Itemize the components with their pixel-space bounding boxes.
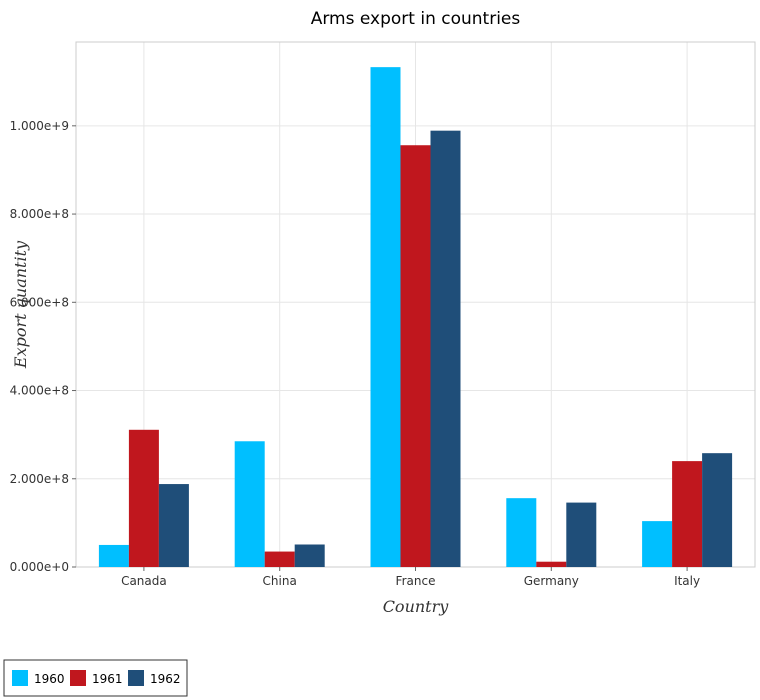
legend-swatch-1960: [12, 670, 28, 686]
x-tick-label: China: [263, 574, 297, 588]
legend-swatch-1962: [128, 670, 144, 686]
x-ticks: Canada China France Germany Italy: [121, 567, 700, 588]
legend-box: [3, 659, 188, 697]
legend-label-1962: 1962: [150, 672, 181, 686]
x-tick-label: France: [396, 574, 436, 588]
bar-1962-italy: [702, 453, 733, 567]
y-tick-label: 0.000e+0: [10, 560, 69, 574]
y-tick-label: 4.000e+8: [10, 384, 69, 398]
y-ticks: 0.000e+0 2.000e+8 4.000e+8 6.000e+8 8.000e+8…: [10, 119, 76, 574]
bar-1962-canada: [158, 484, 189, 567]
x-axis-label: Country: [383, 597, 450, 616]
chart-title: Arms export in countries: [311, 9, 521, 29]
bar-1961-china: [264, 551, 295, 567]
bar-1960-canada: [98, 544, 129, 567]
bar-1962-germany: [566, 502, 597, 567]
bar-1961-canada: [128, 429, 159, 567]
bar-1960-germany: [506, 498, 537, 567]
bar-1961-france: [400, 145, 431, 567]
legend-swatch-1961: [70, 670, 86, 686]
bar-1960-france: [370, 67, 401, 567]
bars-group: [98, 67, 733, 568]
bar-1960-italy: [642, 521, 673, 567]
x-tick-label: Italy: [674, 574, 700, 588]
y-tick-label: 8.000e+8: [10, 207, 69, 221]
x-tick-label: Canada: [121, 574, 167, 588]
y-tick-label: 6.000e+8: [10, 295, 69, 309]
y-tick-label: 2.000e+8: [10, 472, 69, 486]
legend-label-1961: 1961: [92, 672, 123, 686]
bar-1960-china: [234, 441, 265, 567]
legend: 1960 1961 1962: [3, 659, 188, 697]
y-tick-label: 1.000e+9: [10, 119, 69, 133]
bar-1962-china: [294, 544, 325, 567]
x-tick-label: Germany: [524, 574, 579, 588]
bar-1962-france: [430, 130, 461, 568]
y-axis-label: Export quantity: [11, 240, 30, 369]
bar-1961-italy: [672, 461, 703, 567]
legend-label-1960: 1960: [34, 672, 65, 686]
bar-1961-germany: [536, 561, 567, 567]
